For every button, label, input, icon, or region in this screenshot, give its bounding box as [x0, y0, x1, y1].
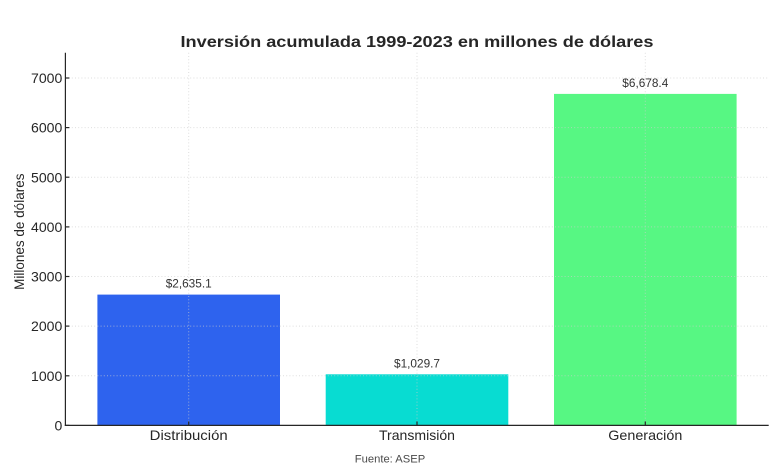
svg-text:7000: 7000 [31, 70, 63, 86]
svg-text:5000: 5000 [31, 169, 63, 185]
svg-text:6000: 6000 [31, 120, 63, 136]
svg-text:Distribución: Distribución [150, 427, 228, 443]
svg-text:$2,635.1: $2,635.1 [166, 277, 212, 291]
svg-text:$6,678.4: $6,678.4 [622, 76, 668, 90]
svg-text:Millones de dólares: Millones de dólares [12, 173, 27, 290]
svg-text:1000: 1000 [31, 368, 63, 384]
svg-text:2000: 2000 [31, 318, 63, 334]
svg-text:4000: 4000 [31, 219, 63, 235]
svg-text:Generación: Generación [608, 427, 682, 443]
svg-text:Fuente: ASEP: Fuente: ASEP [355, 454, 426, 466]
svg-text:3000: 3000 [31, 269, 63, 285]
svg-text:0: 0 [55, 418, 63, 434]
svg-text:Inversión acumulada 1999-2023: Inversión acumulada 1999-2023 en millone… [181, 34, 654, 51]
svg-text:Transmisión: Transmisión [379, 427, 455, 443]
svg-text:$1,029.7: $1,029.7 [394, 356, 440, 370]
